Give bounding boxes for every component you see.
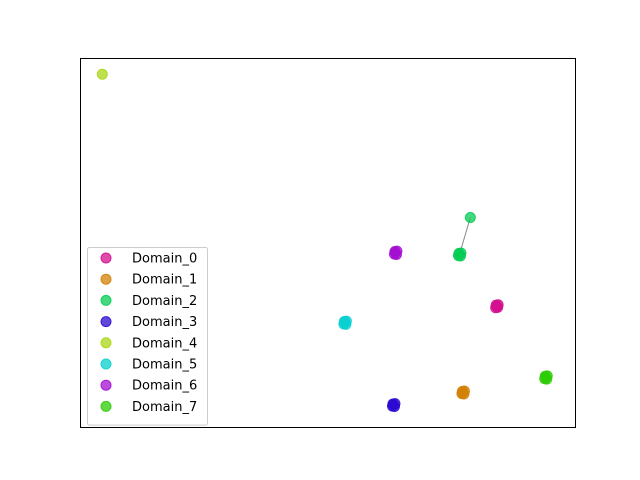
series-Domain_5 — [338, 315, 352, 330]
point-Domain_2-4 — [453, 247, 465, 259]
legend-marker-Domain_2 — [100, 294, 112, 306]
legend-box — [87, 247, 208, 426]
plot-area — [96, 68, 553, 413]
legend-marker-Domain_5 — [100, 358, 112, 370]
point-Domain_1-4 — [456, 385, 468, 397]
point-Domain_5-4 — [338, 315, 350, 327]
legend-marker-Domain_6 — [100, 379, 112, 391]
point-Domain_2-5 — [464, 211, 476, 223]
axes-frame — [80, 58, 576, 428]
legend-label-Domain_1: Domain_1 — [132, 273, 197, 288]
legend-label-Domain_4: Domain_4 — [132, 336, 197, 351]
legend-label-Domain_2: Domain_2 — [132, 294, 197, 309]
series-Domain_7 — [539, 370, 553, 385]
legend-marker-Domain_3 — [100, 316, 112, 328]
series-Domain_4 — [96, 68, 108, 80]
series-Domain_2 — [452, 211, 476, 262]
legend: Domain_0 Domain_1 Domain_2 Domain_3 Domain_4… — [87, 247, 208, 426]
legend-label-Domain_7: Domain_7 — [132, 400, 197, 415]
point-Domain_3-4 — [387, 398, 399, 410]
series-Domain_6 — [388, 245, 403, 260]
series-Domain_3 — [386, 398, 401, 413]
point-Domain_7-4 — [539, 370, 551, 382]
point-Domain_6-4 — [389, 246, 401, 258]
point-Domain_4-0 — [96, 68, 108, 80]
legend-label-Domain_0: Domain_0 — [132, 252, 197, 267]
series-Domain_1 — [456, 385, 470, 400]
legend-marker-Domain_7 — [100, 400, 112, 412]
legend-marker-Domain_1 — [100, 273, 112, 285]
point-Domain_0-4 — [490, 299, 502, 311]
series-Domain_0 — [490, 299, 504, 314]
legend-marker-Domain_4 — [100, 337, 112, 349]
legend-label-Domain_5: Domain_5 — [132, 358, 197, 373]
legend-marker-Domain_0 — [100, 252, 112, 264]
legend-label-Domain_3: Domain_3 — [132, 315, 197, 330]
legend-label-Domain_6: Domain_6 — [132, 379, 197, 394]
